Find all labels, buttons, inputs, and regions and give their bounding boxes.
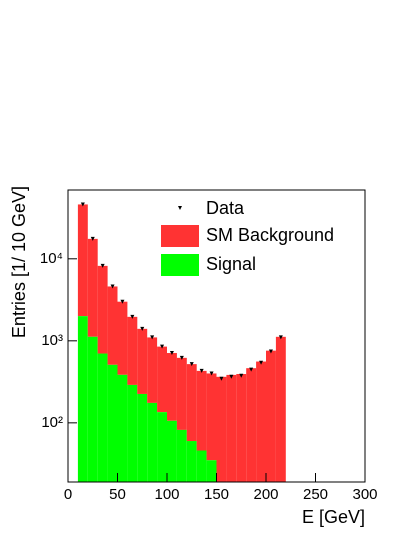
x-tick-label: 200 [253,486,278,503]
bar [117,374,128,482]
bar [206,373,217,461]
bar [236,374,247,482]
x-tick-label: 0 [64,486,72,503]
data-point [249,367,254,372]
y-tick-label: 10³ [41,332,63,349]
bar [256,361,266,482]
bar [127,316,138,385]
bar [167,420,177,482]
data-point [259,360,264,365]
data-point [229,374,234,379]
legend-swatch [161,254,199,276]
bar [176,357,187,430]
bar [275,336,286,482]
legend-label: SM Background [206,225,334,245]
data-point [110,284,115,289]
x-axis-title: E [GeV] [302,507,365,527]
x-tick-label: 50 [109,486,126,503]
bar [226,374,237,482]
bar [107,364,118,482]
bar [107,286,118,365]
data-point [80,202,85,207]
bar [137,393,148,482]
bar [167,353,177,421]
legend-marker [178,206,182,210]
x-tick-label: 100 [154,486,179,503]
data-point [268,349,273,354]
bar [127,384,138,482]
legend-label: Signal [206,254,256,274]
bar [266,350,276,482]
bar [77,204,88,317]
y-tick-label: 10² [41,414,63,431]
data-point [100,263,105,268]
bar [87,238,98,337]
data-point [209,371,214,376]
data-point [160,344,165,349]
bar [87,336,98,482]
bar [196,370,207,451]
bar [147,402,158,482]
data-point [120,299,125,304]
y-tick-label: 10⁴ [40,250,63,267]
bar [196,450,207,482]
bar [186,441,197,482]
data-point [219,376,224,381]
bar [117,301,128,375]
bar [246,368,257,482]
bar [206,460,217,482]
bar [157,412,167,482]
legend-swatch [161,225,199,247]
x-tick-label: 300 [352,486,377,503]
bar [186,364,197,442]
data-point [169,351,174,356]
data-point [239,373,244,378]
bar [77,316,88,482]
x-tick-label: 250 [303,486,328,503]
y-axis-title: Entries [1/ 10 GeV] [9,186,29,338]
x-tick-label: 150 [204,486,229,503]
data-point [189,362,194,367]
data-point [199,368,204,373]
bar [157,346,167,413]
data-point [179,355,184,360]
bar [216,376,227,482]
bar [97,353,108,482]
data-point [278,335,283,340]
bar [147,337,158,403]
bar [137,328,148,394]
data-point [140,326,145,331]
data-point [90,236,95,241]
data-point [150,335,155,340]
bar [176,429,187,482]
data-point [130,314,135,319]
legend-label: Data [206,198,245,218]
bar [97,265,108,354]
